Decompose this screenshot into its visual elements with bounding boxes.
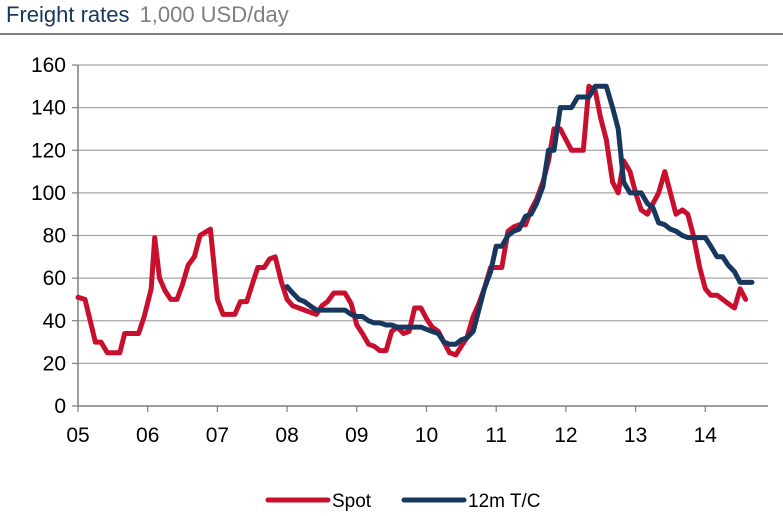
legend-label: Spot xyxy=(332,491,372,512)
x-tick-labels: 05 06 07 08 09 10 11 12 13 14 xyxy=(66,424,717,447)
x-tick-label: 05 xyxy=(66,424,89,447)
x-tick-label: 09 xyxy=(345,424,368,447)
x-tick-label: 12 xyxy=(554,424,577,447)
x-tick-label: 08 xyxy=(275,424,298,447)
y-tick-label: 20 xyxy=(43,352,66,375)
x-tick-label: 11 xyxy=(485,424,507,447)
legend-label: 12m T/C xyxy=(468,491,541,512)
legend-item-12m-tc: 12m T/C xyxy=(401,491,541,512)
y-tick-label: 120 xyxy=(31,139,66,162)
x-tick-label: 06 xyxy=(136,424,159,447)
x-tick-label: 14 xyxy=(694,424,718,447)
tc-series-line xyxy=(284,83,755,347)
chart-title: Freight rates xyxy=(6,2,130,27)
y-tick-label: 0 xyxy=(54,395,66,418)
y-tick-labels: 0 20 40 60 80 100 120 140 160 xyxy=(31,54,66,418)
y-tick-label: 40 xyxy=(43,310,66,333)
y-tick-label: 80 xyxy=(43,225,66,248)
legend-item-spot: Spot xyxy=(265,491,372,512)
series-lines xyxy=(75,83,755,358)
y-tick-label: 160 xyxy=(31,54,66,77)
y-tick-label: 140 xyxy=(31,97,66,120)
chart-header: Freight rates 1,000 USD/day xyxy=(6,2,289,32)
x-tick-label: 07 xyxy=(206,424,229,447)
x-tick-label: 13 xyxy=(624,424,647,447)
y-tick-label: 100 xyxy=(31,182,66,205)
grid-lines xyxy=(78,64,768,364)
chart-axes xyxy=(72,64,768,412)
y-tick-label: 60 xyxy=(43,267,66,290)
chart-subtitle: 1,000 USD/day xyxy=(139,2,289,27)
spot-series-line xyxy=(75,83,749,358)
header-divider xyxy=(0,33,783,35)
chart-legend: Spot 12m T/C xyxy=(265,491,541,512)
x-tick-label: 10 xyxy=(415,424,438,447)
